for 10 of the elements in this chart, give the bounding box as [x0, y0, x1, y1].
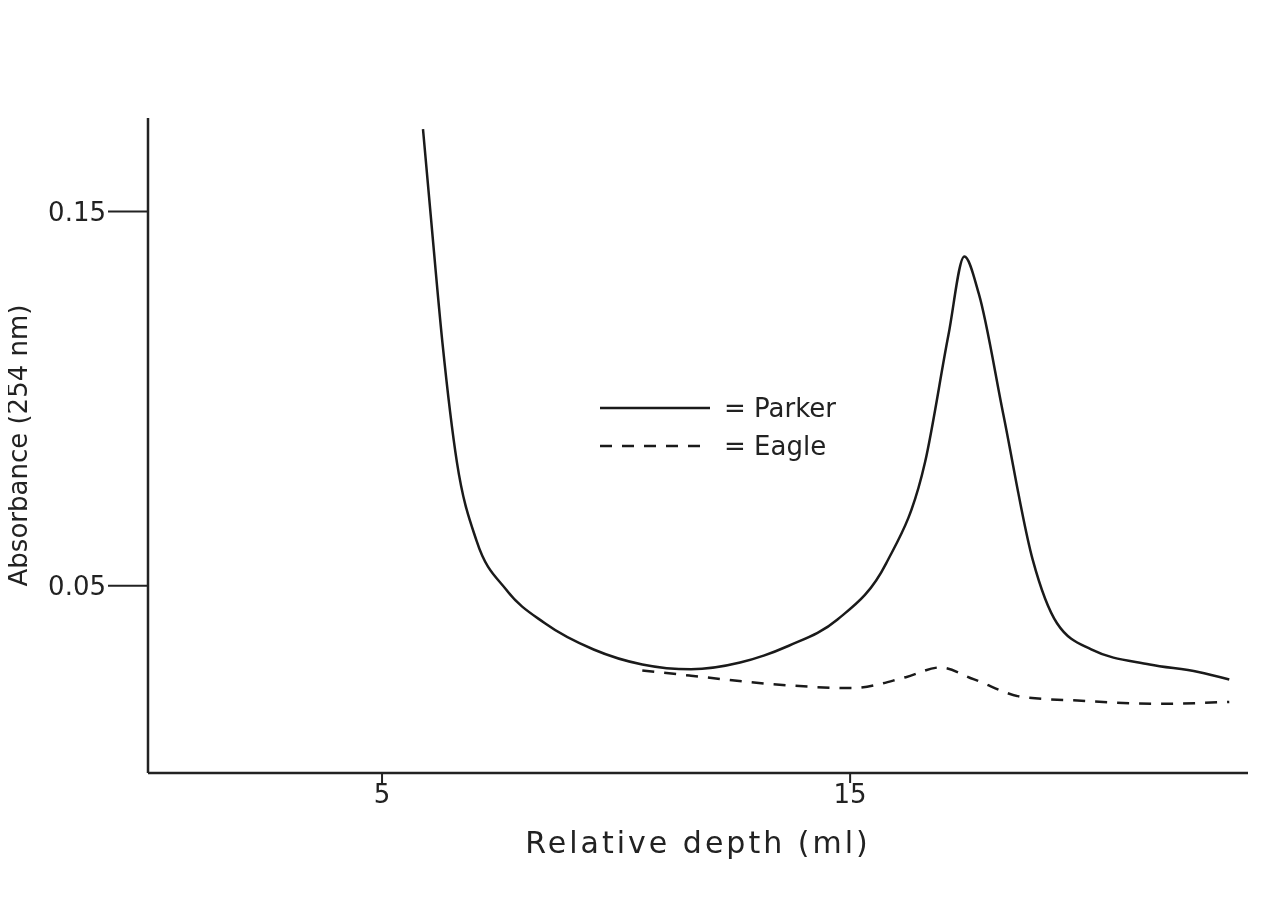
x-axis-title: Relative depth (ml)	[525, 825, 871, 860]
y-tick-label: 0.05	[48, 571, 106, 602]
x-tick-label: 5	[373, 779, 391, 810]
legend-label: = Eagle	[724, 430, 827, 461]
y-axis-title: Absorbance (254 nm)	[3, 304, 34, 587]
x-tick-label: 15	[833, 779, 867, 810]
y-tick-label: 0.15	[48, 196, 106, 227]
legend-label: = Parker	[724, 392, 836, 423]
line-series	[641, 666, 1231, 706]
line-series	[421, 127, 1231, 681]
